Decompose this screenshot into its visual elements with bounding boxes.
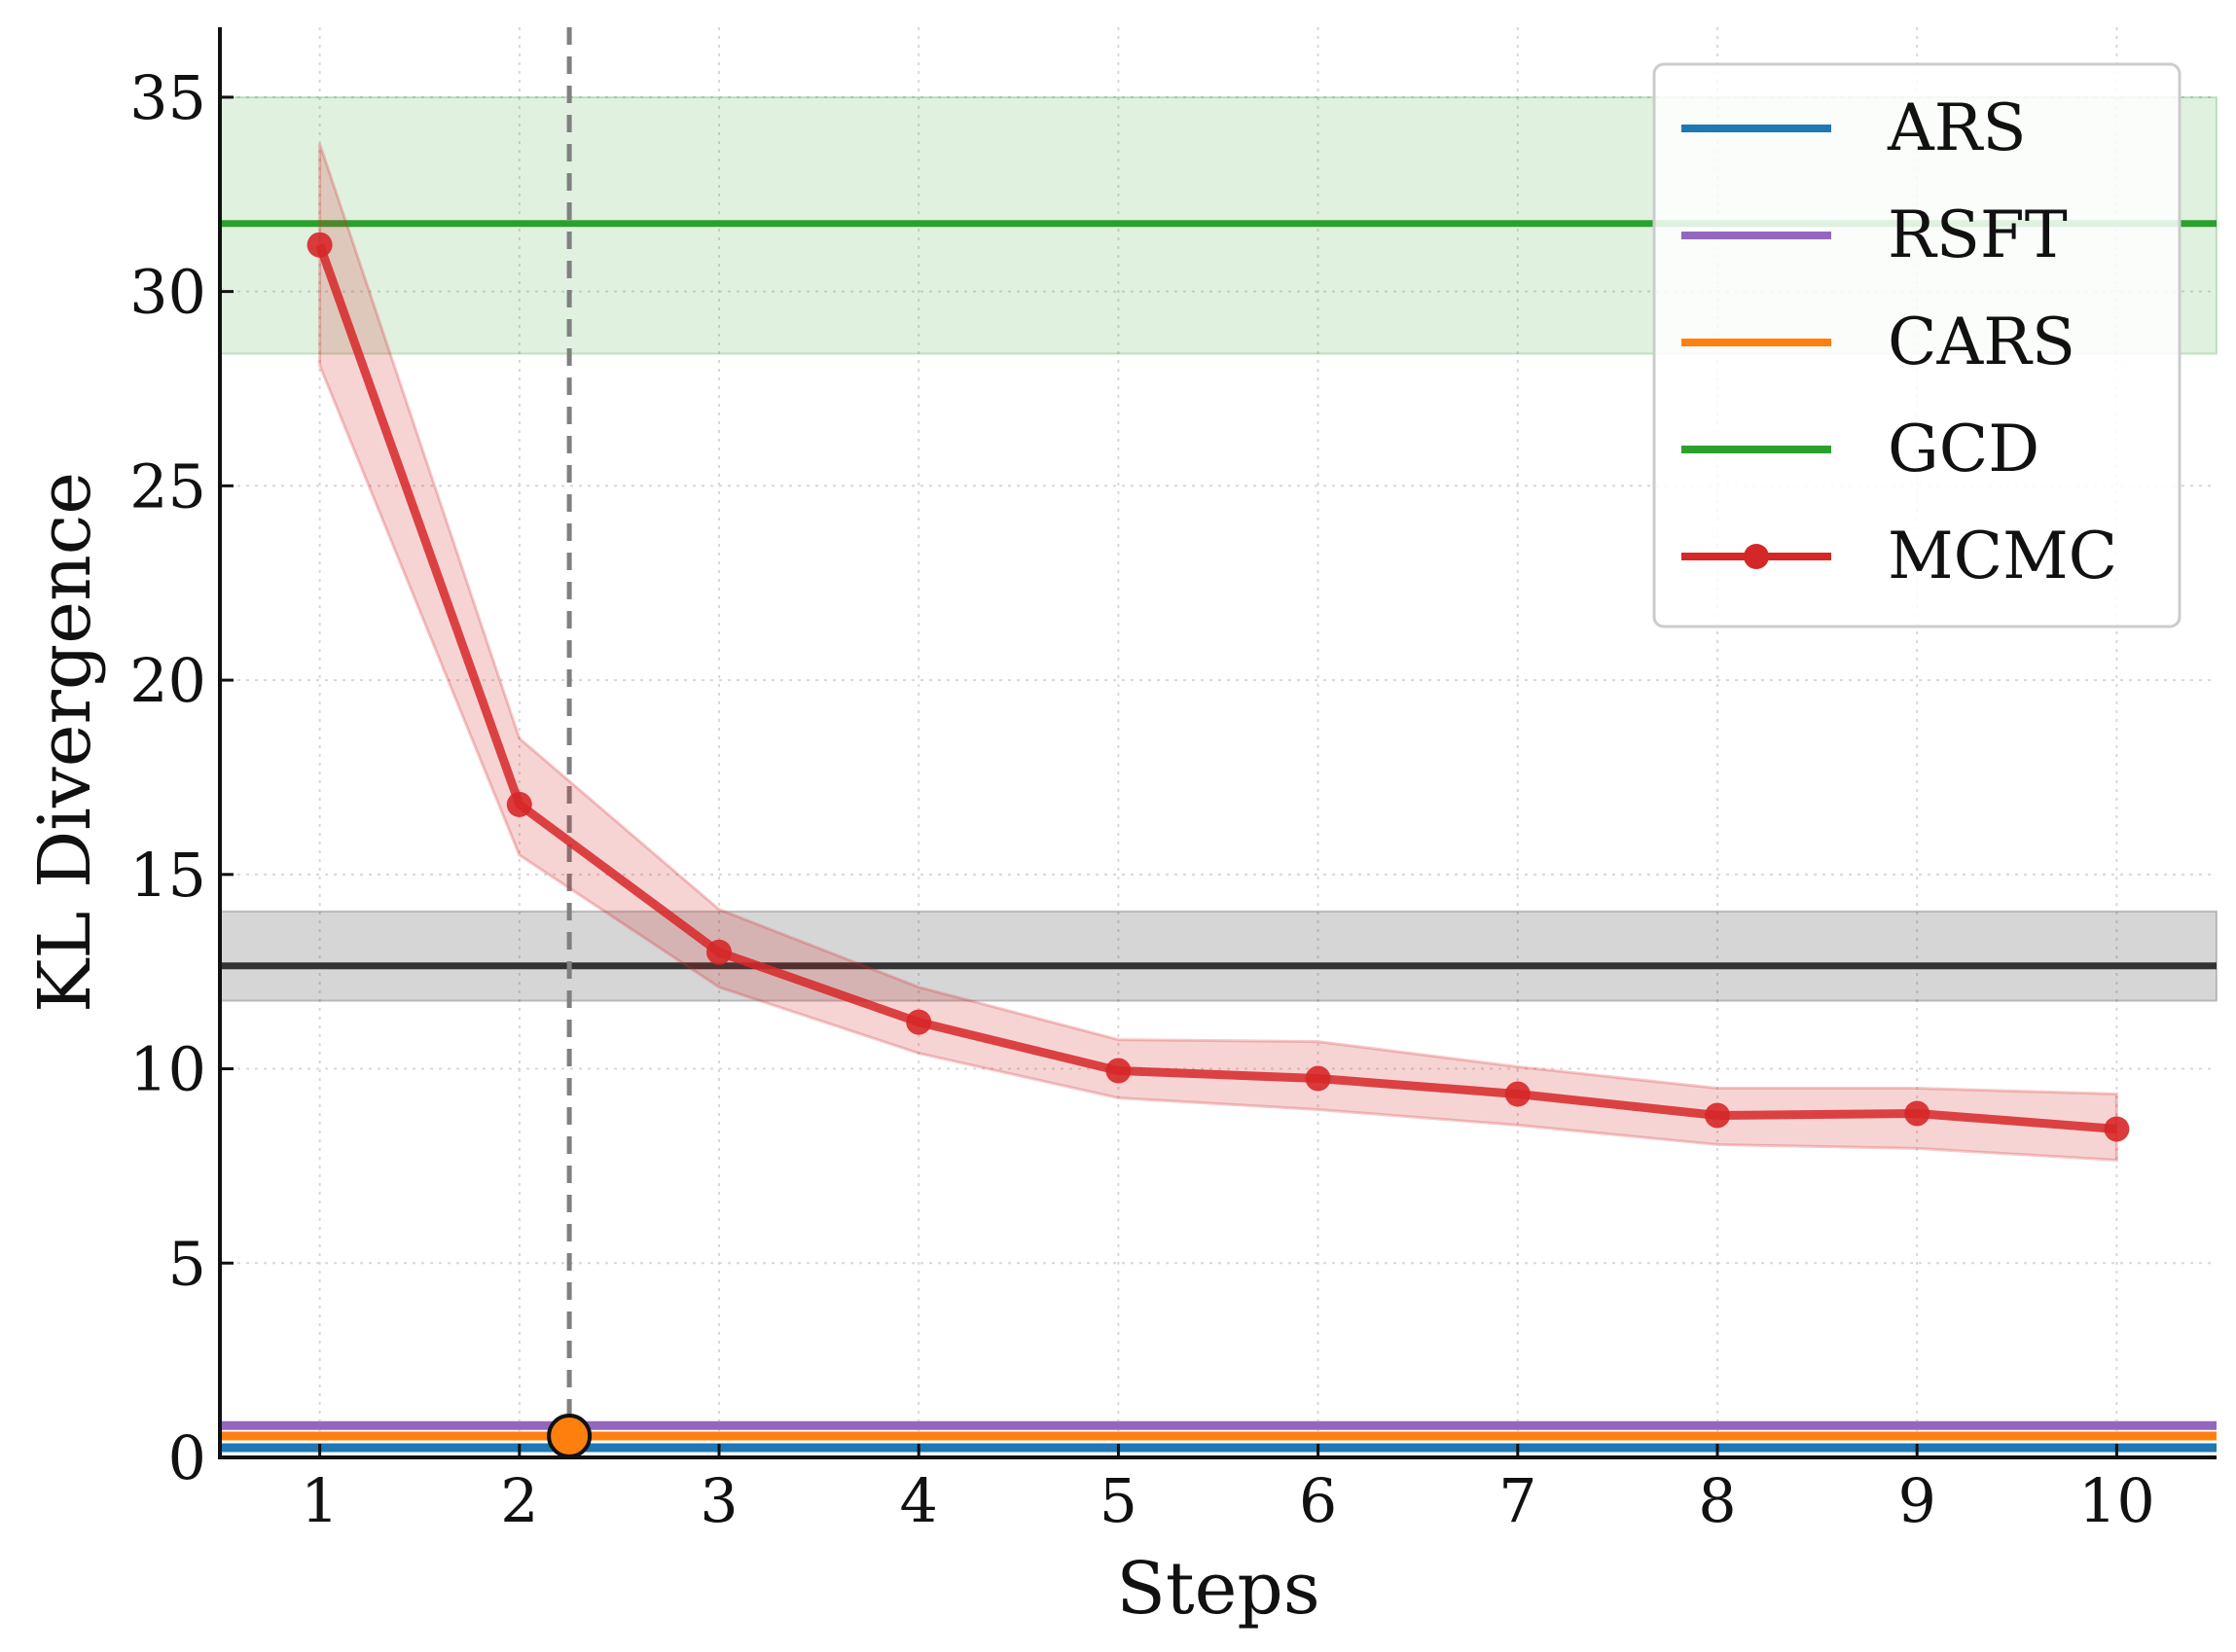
data-point: [706, 939, 732, 965]
reference-band: [219, 910, 2218, 1002]
x-tick-label: 3: [700, 1465, 738, 1536]
legend-item-rsft: RSFT: [1681, 198, 2068, 272]
y-tick-label: 5: [168, 1228, 206, 1299]
legend-item-gcd: GCD: [1681, 412, 2039, 486]
legend-label: RSFT: [1888, 198, 2068, 272]
y-axis-title: KL Divergence: [23, 472, 107, 1013]
x-tick-label: 6: [1299, 1465, 1337, 1536]
y-tick-label: 0: [168, 1422, 206, 1493]
data-point: [307, 232, 333, 258]
legend-item-cars: CARS: [1681, 305, 2075, 379]
y-tick-label: 10: [129, 1034, 206, 1105]
data-point: [1305, 1065, 1331, 1092]
axes: [218, 27, 2217, 1459]
x-tick-label: 9: [1897, 1465, 1935, 1536]
series-line-mcmc: [315, 243, 2117, 1133]
legend: ARS RSFT CARS GCD MCMC: [1652, 62, 2182, 628]
y-tick-label: 30: [129, 257, 206, 328]
series: [307, 143, 2130, 1459]
legend-label: CARS: [1888, 305, 2075, 379]
x-tick-label: 1: [301, 1465, 339, 1536]
x-tick-label: 10: [2078, 1465, 2155, 1536]
x-tick-label: 2: [500, 1465, 538, 1536]
highlight-marker: [547, 1414, 593, 1459]
x-tick-label: 7: [1498, 1465, 1536, 1536]
series-band-mcmc: [318, 143, 2118, 1163]
x-tick-label: 8: [1698, 1465, 1736, 1536]
legend-box: [1652, 62, 2182, 628]
x-tick-label: 4: [899, 1465, 937, 1536]
y-tick-label: 25: [129, 450, 206, 521]
legend-item-mcmc: MCMC: [1681, 519, 2117, 593]
legend-label: ARS: [1887, 90, 2027, 165]
data-point: [1105, 1058, 1132, 1084]
y-tick-label: 20: [129, 645, 206, 716]
data-point: [1504, 1081, 1531, 1107]
legend-label: GCD: [1888, 412, 2039, 486]
y-tick-label: 35: [129, 62, 206, 133]
legend-label: MCMC: [1888, 519, 2117, 593]
data-point: [1904, 1100, 1930, 1127]
tick-labels: 1 2 3 4 5 6 7 8 9 10 0 5 10 15 20 25 30 35: [129, 62, 2155, 1536]
data-point: [1705, 1102, 1730, 1129]
legend-item-ars: ARS: [1681, 90, 2027, 165]
x-tick-label: 5: [1100, 1465, 1137, 1536]
y-tick-label: 15: [129, 840, 206, 911]
data-point: [2104, 1116, 2130, 1142]
data-point: [506, 791, 532, 817]
legend-marker: [1744, 544, 1769, 569]
x-axis-title: Steps: [1116, 1547, 1320, 1631]
data-point: [906, 1009, 932, 1035]
